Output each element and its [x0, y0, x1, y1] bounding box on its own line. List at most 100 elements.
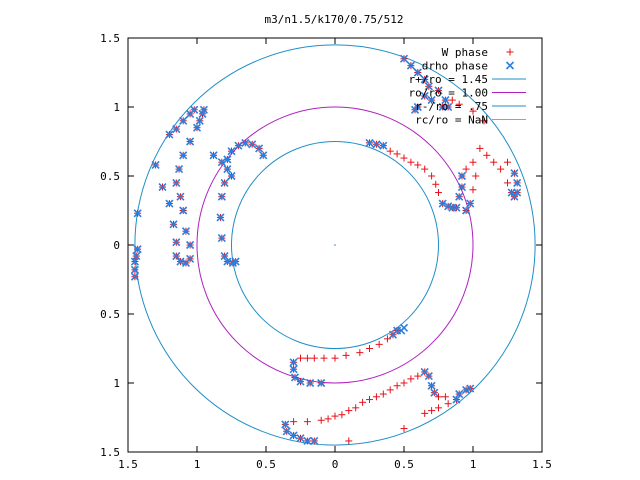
drho-phase-point	[289, 365, 298, 374]
drho-phase-point	[132, 251, 141, 261]
w-phase-point	[407, 375, 415, 383]
w-phase-point	[504, 179, 511, 187]
drho-phase-point	[223, 155, 232, 164]
drho-phase-point	[427, 381, 436, 390]
w-phase-point	[414, 372, 422, 380]
w-phase-point	[393, 382, 401, 390]
drho-phase-point	[216, 213, 225, 222]
w-phase-point	[297, 354, 304, 362]
w-phase-point	[435, 189, 442, 197]
w-phase-point	[435, 393, 442, 401]
w-phase-point	[432, 180, 440, 188]
drho-phase-point	[510, 169, 519, 178]
y-tick-label: 0.5	[100, 308, 120, 321]
legend-label: r+/ro = 1.45	[409, 73, 488, 86]
w-phase-point	[290, 418, 298, 426]
drho-phase-point	[434, 86, 443, 95]
drho-phase-point	[220, 251, 229, 261]
drho-phase-point	[438, 102, 447, 112]
drho-phase-point	[217, 158, 226, 167]
x-tick-label: 0	[332, 458, 339, 471]
w-phase-point	[331, 354, 339, 362]
w-phase-point	[480, 117, 488, 125]
w-phase-point	[469, 158, 477, 166]
w-phase-point	[483, 151, 491, 159]
w-phase-point	[469, 107, 477, 115]
drho-phase-point	[133, 245, 142, 254]
w-phase-point	[386, 386, 394, 394]
w-phase-point	[366, 396, 373, 404]
x-tick-label: 1	[470, 458, 477, 471]
axis-ticks: 1.5 1 0.5 0 0.5 1 1.51.510.500.511.5	[100, 32, 552, 471]
drho-phase-point	[438, 199, 447, 208]
drho-phase-point	[220, 178, 229, 187]
drho-phase-point	[441, 96, 450, 105]
drho-phase-point	[195, 116, 204, 125]
w-phase-point	[476, 144, 484, 152]
drho-phase-point	[399, 54, 409, 63]
w-phase-point	[400, 379, 408, 387]
drho-phase-point	[427, 96, 436, 105]
legend-label: r-/ro = .75	[415, 100, 488, 113]
y-tick-label: 1.5	[100, 32, 120, 45]
drho-phase-point	[199, 105, 208, 114]
drho-phase-point	[289, 358, 298, 367]
drho-phase-point	[372, 140, 381, 149]
w-phase-point	[366, 345, 373, 352]
w-phase-point	[469, 186, 477, 194]
w-phase-point	[342, 351, 350, 359]
drho-phase-point	[290, 373, 300, 382]
drho-phase-point	[410, 105, 420, 114]
drho-phase-point	[176, 192, 185, 201]
x-tick-label: 1.5	[532, 458, 552, 471]
circle-ro-ro-1-00	[196, 106, 474, 384]
w-phase-point	[379, 390, 387, 398]
circle-r-ro-1-45	[134, 44, 536, 446]
drho-phase-point	[174, 165, 184, 174]
reference-circles	[134, 44, 536, 446]
drho-phase-point	[289, 431, 298, 440]
drho-phase-point	[241, 138, 250, 147]
legend-label: ro/ro = 1.00	[409, 87, 488, 100]
w-phase-point	[472, 172, 480, 180]
drho-phase-point	[234, 141, 243, 150]
drho-phase-point	[186, 254, 195, 263]
w-phase-point	[421, 409, 429, 417]
drho-phase-point	[462, 206, 471, 215]
drho-phase-point	[466, 384, 475, 393]
x-tick-label: 0.5	[256, 458, 276, 471]
x-tick-label: 1	[194, 458, 201, 471]
origin-point	[334, 244, 336, 246]
w-phase-point	[428, 172, 436, 180]
legend-marker	[506, 48, 514, 56]
w-phase-point	[400, 425, 408, 433]
drho-phase-point	[455, 389, 464, 399]
drho-phase-point	[172, 125, 181, 134]
w-phase-point	[462, 165, 470, 173]
drho-phase-point	[379, 141, 388, 150]
drho-phase-point	[365, 138, 374, 147]
drho-phase-point	[455, 192, 464, 201]
w-phase-point	[338, 411, 346, 419]
drho-phase-point	[133, 209, 142, 218]
drho-phase-point	[317, 378, 326, 388]
w-phase-point	[444, 400, 452, 408]
drho-phase-point	[172, 238, 181, 247]
w-phase-point	[352, 404, 360, 412]
drho-phase-point	[179, 116, 188, 125]
drho-phase-point	[513, 188, 522, 197]
w-phase-point	[356, 349, 364, 357]
w-phase-point	[400, 154, 408, 162]
w-phase-point	[303, 418, 311, 426]
drho-phase-point	[457, 182, 467, 192]
drho-phase-point	[231, 257, 240, 266]
drho-phase-point	[255, 144, 264, 153]
w-phase-point	[421, 165, 429, 173]
drho-phase-point	[413, 68, 422, 77]
w-phase-point	[407, 158, 415, 166]
drho-phase-point	[190, 105, 199, 114]
drho-phase-point	[420, 367, 429, 377]
w-phase-point	[320, 354, 328, 362]
y-tick-label: 0	[113, 239, 120, 252]
w-phase-point	[490, 158, 498, 166]
